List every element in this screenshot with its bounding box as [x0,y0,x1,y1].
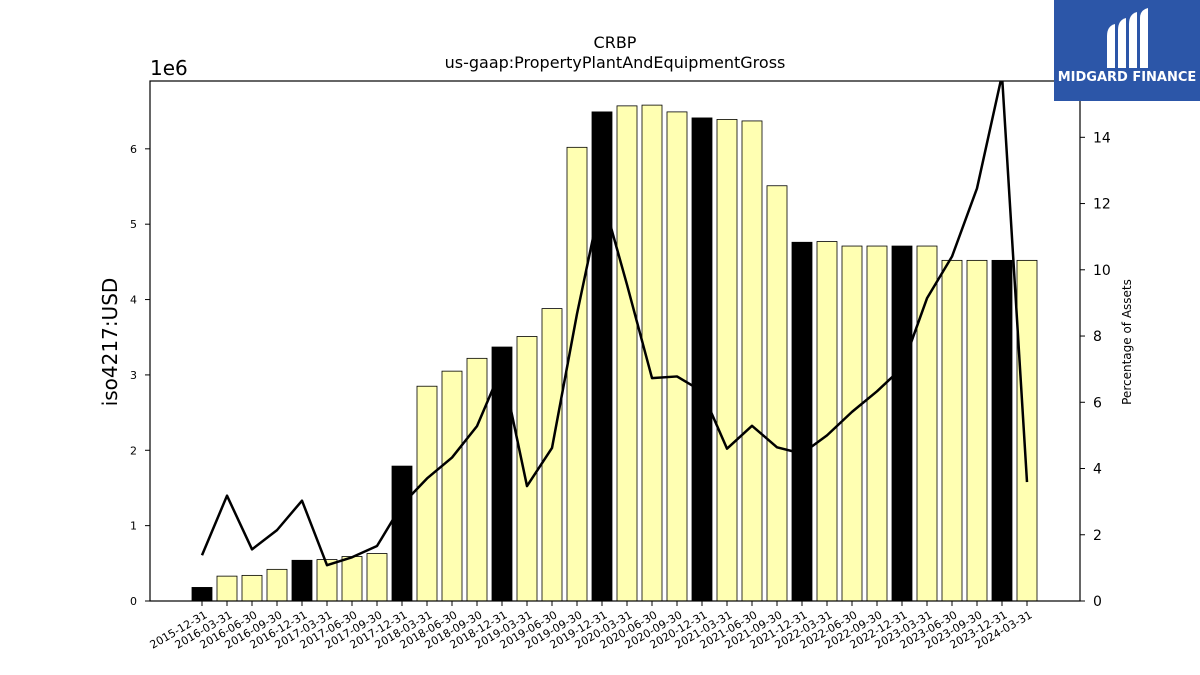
y2-tick-label: 12 [1093,197,1111,213]
brand-name: MIDGARD FINANCE [1058,70,1197,85]
bar-2019-03-31 [516,336,538,602]
bar-2018-03-31 [416,385,438,602]
percentage-of-assets-line [200,81,1029,567]
chart-subtitle: us-gaap:PropertyPlantAndEquipmentGross [445,53,786,72]
y2-tick-label: 2 [1093,528,1102,544]
bar-2022-06-30 [841,245,863,602]
bar-2017-06-30 [341,556,363,602]
bar-2023-12-31 [991,259,1013,602]
y-axis-label: iso4217:USD [98,278,122,407]
bar-2023-06-30 [941,259,963,602]
bar-2016-03-31 [216,575,238,602]
y-tick-label: 5 [130,218,137,231]
bar-2021-06-30 [741,120,763,602]
bar-2023-09-30 [966,259,988,602]
bar-2020-03-31 [616,105,638,602]
bar-2016-06-30 [241,574,263,602]
line-layer [200,81,1029,567]
y2-tick-label: 8 [1093,329,1102,345]
y2-axis-label: Percentage of Assets [1120,279,1134,405]
plot-frame [149,80,1081,602]
y-tick-label: 0 [130,595,137,608]
y2-tick-label: 14 [1093,130,1111,146]
midgard-m-logo-icon [1107,8,1148,68]
chart-title: CRBP [594,33,637,52]
bar-2019-12-31 [591,111,613,602]
bar-2018-06-30 [441,370,463,602]
bar-2022-03-31 [816,241,838,602]
bar-2019-06-30 [541,308,563,602]
bar-2022-12-31 [891,245,913,602]
y-tick-label: 2 [130,444,137,457]
bar-2018-09-30 [466,357,488,602]
brand-logo: MIDGARD FINANCE [1054,0,1200,101]
bar-2015-12-31 [191,587,213,602]
bar-2021-03-31 [716,119,738,602]
bar-2017-12-31 [391,465,413,602]
bar-2020-09-30 [666,111,688,602]
y-tick-label: 3 [130,369,137,382]
bar-2019-09-30 [566,146,588,602]
bar-2016-12-31 [291,559,313,602]
y2-tick-label: 4 [1093,462,1102,478]
y-tick-label: 4 [130,294,137,307]
bars-layer [191,104,1038,602]
y2-tick-label: 10 [1093,263,1111,279]
bar-2016-09-30 [266,568,288,602]
y-tick-label: 6 [130,143,137,156]
bar-2021-12-31 [791,241,813,602]
bar-2017-09-30 [366,553,388,602]
bar-2021-09-30 [766,185,788,602]
y2-tick-label: 0 [1093,594,1102,610]
y-axis-offset-text: 1e6 [150,56,188,80]
y2-tick-label: 6 [1093,395,1102,411]
bar-2022-09-30 [866,245,888,602]
bar-2024-03-31 [1016,259,1038,602]
y-tick-label: 1 [130,520,137,533]
brand-background [1054,0,1200,101]
bar-2020-12-31 [691,117,713,602]
